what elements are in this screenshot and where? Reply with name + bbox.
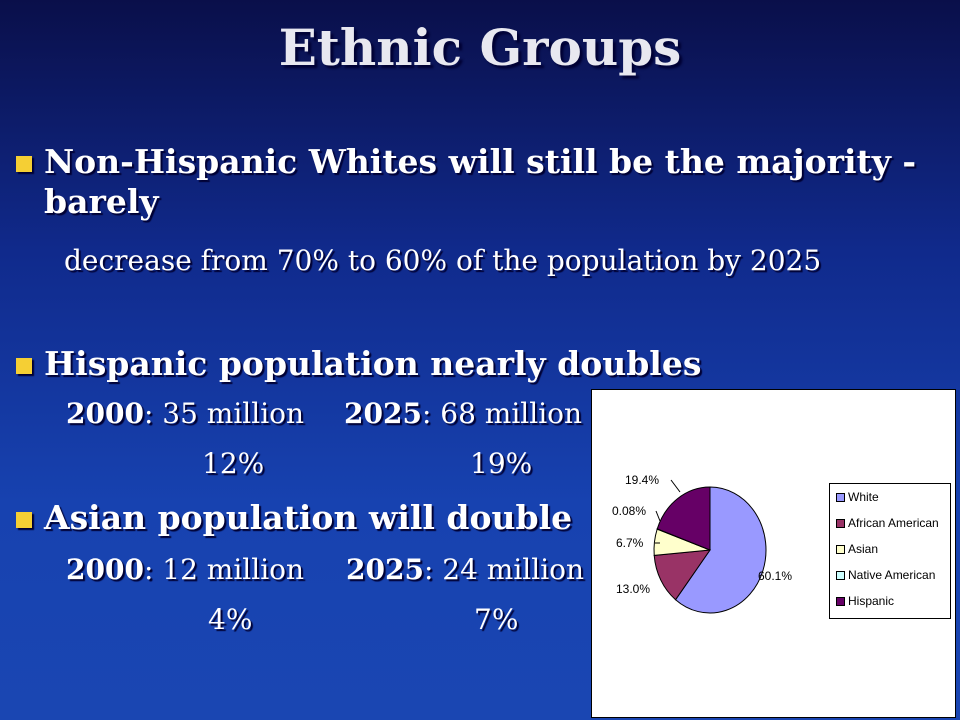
bullet-whites: Non-Hispanic Whites will still be the ma… <box>16 142 916 222</box>
leader-line <box>670 479 681 493</box>
year-value: : 24 million <box>423 553 585 586</box>
bullet-text: Asian population will double <box>44 498 573 537</box>
bullet-hispanic: Hispanic population nearly doubles <box>16 344 701 384</box>
pie-svg: 60.1% 13.0% 6.7% 0.08% 19.4% <box>612 473 792 614</box>
asian-2000: 2000: 12 million <box>66 553 304 586</box>
hispanic-2025: 2025: 68 million <box>344 397 582 430</box>
year-value: : 35 million <box>143 397 305 430</box>
legend-item: Hispanic <box>836 594 894 608</box>
pie-slice-white <box>674 486 767 614</box>
legend-label: African American <box>848 516 939 530</box>
pie-slice-hispanic <box>656 486 711 551</box>
legend-label: Native American <box>848 568 936 582</box>
year-label: 2025 <box>344 397 422 430</box>
year-value: : 68 million <box>421 397 583 430</box>
chart-legend: White African American Asian Native America… <box>829 483 951 619</box>
legend-swatch <box>836 492 845 502</box>
legend-item: African American <box>836 516 939 530</box>
legend-swatch <box>836 544 845 554</box>
bullet-line: Non-Hispanic Whites will still be the ma… <box>44 142 917 181</box>
hispanic-2000-pct: 12% <box>202 447 265 480</box>
bullet-text: Non-Hispanic Whites will still be the ma… <box>44 142 916 222</box>
slide-title: Ethnic Groups <box>278 18 682 77</box>
data-label: 13.0% <box>616 582 650 596</box>
legend-label: Hispanic <box>848 594 895 608</box>
data-label: 60.1% <box>758 569 792 583</box>
year-label: 2000 <box>66 397 144 430</box>
leader-line <box>655 510 661 522</box>
legend-label: White <box>848 490 879 504</box>
year-value: : 12 million <box>143 553 305 586</box>
data-label: 6.7% <box>616 536 644 550</box>
hispanic-2025-pct: 19% <box>470 447 533 480</box>
bullet-asian: Asian population will double <box>16 498 572 538</box>
bullet-square-icon <box>16 358 32 374</box>
year-label: 2000 <box>66 553 144 586</box>
data-label: 0.08% <box>612 504 646 518</box>
bullet-text: Hispanic population nearly doubles <box>44 344 702 383</box>
legend-item: Asian <box>836 542 878 556</box>
pie-chart: 60.1% 13.0% 6.7% 0.08% 19.4% White African Am… <box>591 389 956 718</box>
asian-2025-pct: 7% <box>474 603 519 636</box>
bullet-square-icon <box>16 512 32 528</box>
year-label: 2025 <box>346 553 424 586</box>
data-label: 19.4% <box>625 473 659 487</box>
legend-item: Native American <box>836 568 935 582</box>
bullet-line: barely <box>44 182 159 221</box>
hispanic-2000: 2000: 35 million <box>66 397 304 430</box>
legend-label: Asian <box>848 542 879 556</box>
legend-swatch <box>836 570 845 580</box>
legend-item: White <box>836 490 879 504</box>
bullet-square-icon <box>16 156 32 172</box>
legend-swatch <box>836 596 845 606</box>
asian-2000-pct: 4% <box>208 603 253 636</box>
asian-2025: 2025: 24 million <box>346 553 584 586</box>
whites-detail: decrease from 70% to 60% of the populati… <box>64 244 822 277</box>
legend-swatch <box>836 518 845 528</box>
